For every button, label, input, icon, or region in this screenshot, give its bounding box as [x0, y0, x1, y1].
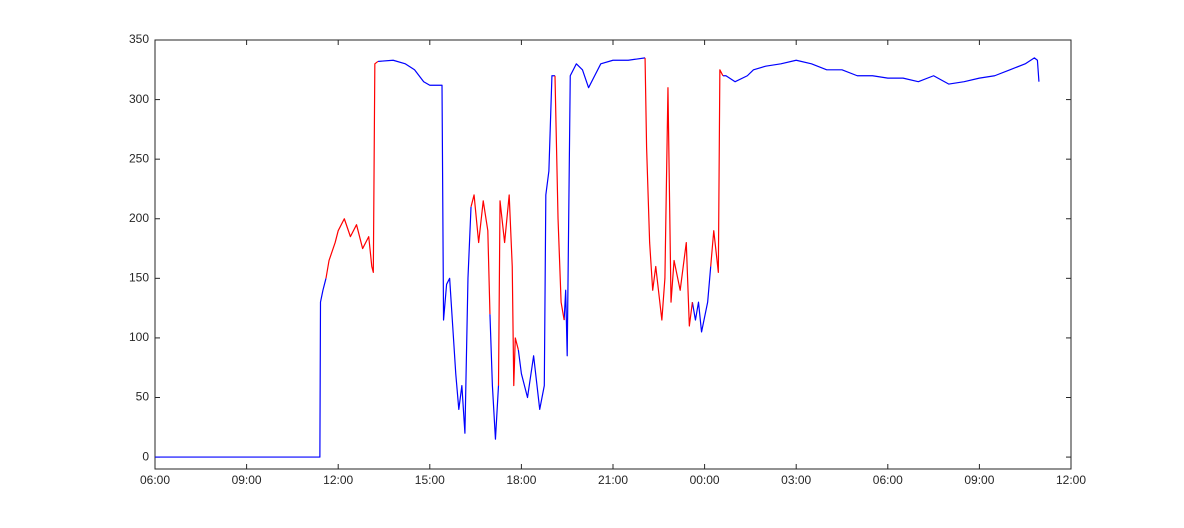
x-tick-label: 15:00	[415, 473, 445, 487]
x-tick-label: 03:00	[781, 473, 811, 487]
y-tick-label: 50	[136, 390, 150, 404]
series-line	[377, 59, 472, 434]
x-tick-label: 09:00	[232, 473, 262, 487]
series-line	[644, 57, 693, 327]
series-line	[554, 75, 565, 321]
series-line	[489, 314, 500, 440]
series-line	[691, 266, 712, 333]
x-tick-label: 06:00	[140, 473, 170, 487]
series-line	[470, 194, 491, 315]
y-tick-label: 350	[129, 32, 149, 46]
series-line	[722, 57, 1040, 85]
x-tick-label: 06:00	[873, 473, 903, 487]
series-line	[517, 75, 555, 411]
series-line	[155, 278, 327, 458]
series-line	[497, 194, 519, 387]
x-tick-label: 18:00	[506, 473, 536, 487]
x-tick-label: 12:00	[323, 473, 353, 487]
y-tick-label: 250	[129, 151, 149, 165]
plot-box	[154, 39, 1072, 470]
x-tick-label: 21:00	[598, 473, 628, 487]
x-tick-label: 00:00	[690, 473, 720, 487]
series-line	[710, 69, 724, 273]
y-tick-label: 0	[142, 449, 149, 463]
y-tick-label: 300	[129, 92, 149, 106]
x-tick-label: 09:00	[964, 473, 994, 487]
y-tick-label: 150	[129, 271, 149, 285]
x-tick-label: 12:00	[1056, 473, 1086, 487]
y-tick-label: 200	[129, 211, 149, 225]
y-tick-label: 100	[129, 330, 149, 344]
series-line	[563, 57, 646, 357]
series-line	[325, 60, 379, 279]
